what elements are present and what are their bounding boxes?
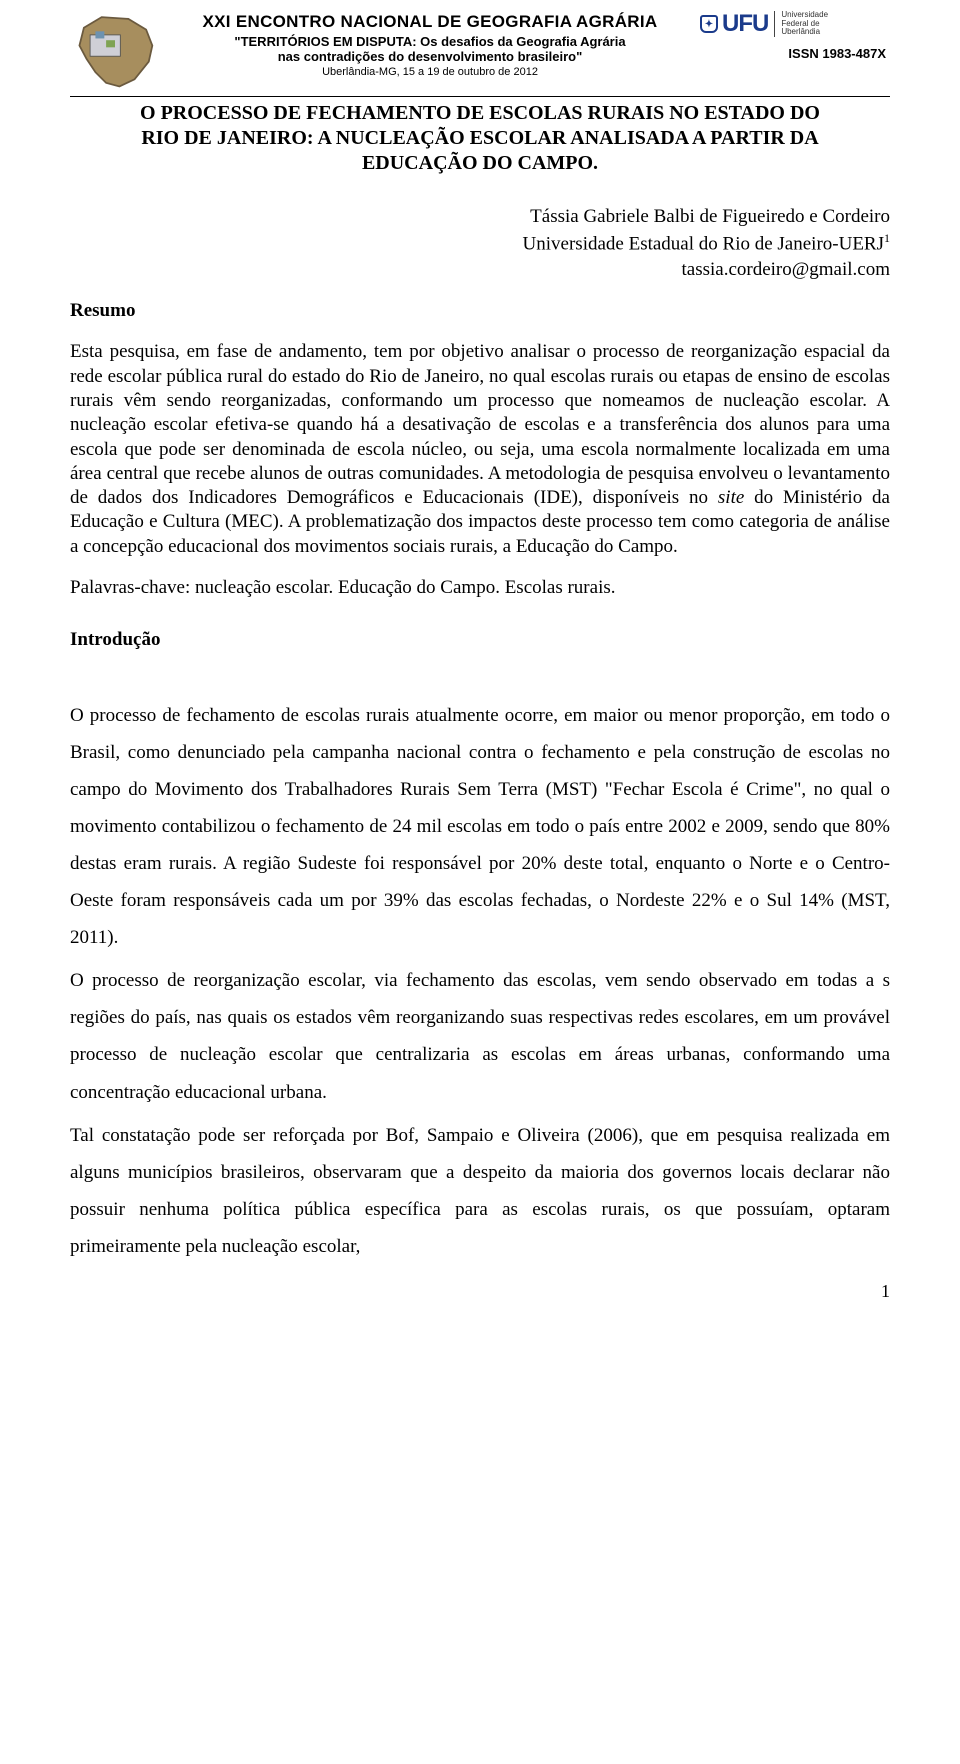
ufu-logo-row: ✦ UFU Universidade Federal de Uberlândia — [700, 10, 890, 38]
event-title-block: XXI ENCONTRO NACIONAL DE GEOGRAFIA AGRÁR… — [172, 10, 688, 78]
body-paragraph-1: O processo de fechamento de escolas rura… — [70, 697, 890, 956]
event-subtitle-2: nas contradições do desenvolvimento bras… — [172, 49, 688, 64]
author-affiliation: Universidade Estadual do Rio de Janeiro-… — [523, 233, 884, 254]
author-name: Tássia Gabriele Balbi de Figueiredo e Co… — [70, 204, 890, 230]
institution-block: ✦ UFU Universidade Federal de Uberlândia… — [700, 10, 890, 61]
ufu-logo: ✦ UFU — [700, 10, 768, 38]
resumo-heading: Resumo — [70, 300, 890, 322]
brazil-map-icon — [70, 10, 160, 90]
ufu-abbrev: UFU — [722, 10, 768, 38]
author-affiliation-sup: 1 — [884, 231, 890, 245]
abstract-paragraph: Esta pesquisa, em fase de andamento, tem… — [70, 340, 890, 559]
ufu-fullname: Universidade Federal de Uberlândia — [774, 11, 828, 37]
author-block: Tássia Gabriele Balbi de Figueiredo e Co… — [70, 204, 890, 282]
paper-title: O PROCESSO DE FECHAMENTO DE ESCOLAS RURA… — [70, 101, 890, 176]
author-affiliation-line: Universidade Estadual do Rio de Janeiro-… — [70, 230, 890, 257]
ufu-full-line3: Uberlândia — [781, 28, 828, 37]
issn-number: ISSN 1983-487X — [700, 46, 890, 61]
header-rule — [70, 96, 890, 97]
ufu-shield-icon: ✦ — [700, 15, 718, 33]
event-title: XXI ENCONTRO NACIONAL DE GEOGRAFIA AGRÁR… — [172, 12, 688, 32]
keywords-line: Palavras-chave: nucleação escolar. Educa… — [70, 577, 890, 599]
paper-title-line3: EDUCAÇÃO DO CAMPO. — [362, 152, 598, 174]
body-paragraph-3: Tal constatação pode ser reforçada por B… — [70, 1117, 890, 1265]
event-header: XXI ENCONTRO NACIONAL DE GEOGRAFIA AGRÁR… — [70, 0, 890, 96]
paper-title-line2: RIO DE JANEIRO: A NUCLEAÇÃO ESCOLAR ANAL… — [141, 127, 818, 149]
abstract-text-pre: Esta pesquisa, em fase de andamento, tem… — [70, 341, 890, 508]
page-container: XXI ENCONTRO NACIONAL DE GEOGRAFIA AGRÁR… — [0, 0, 960, 1342]
introduction-heading: Introdução — [70, 629, 890, 651]
event-location-date: Uberlândia-MG, 15 a 19 de outubro de 201… — [172, 66, 688, 78]
body-paragraph-2: O processo de reorganização escolar, via… — [70, 962, 890, 1110]
event-subtitle-1: "TERRITÓRIOS EM DISPUTA: Os desafios da … — [172, 34, 688, 49]
paper-title-line1: O PROCESSO DE FECHAMENTO DE ESCOLAS RURA… — [140, 102, 820, 124]
page-number: 1 — [70, 1281, 890, 1302]
author-email: tassia.cordeiro@gmail.com — [70, 257, 890, 283]
abstract-site-word: site — [718, 487, 744, 508]
